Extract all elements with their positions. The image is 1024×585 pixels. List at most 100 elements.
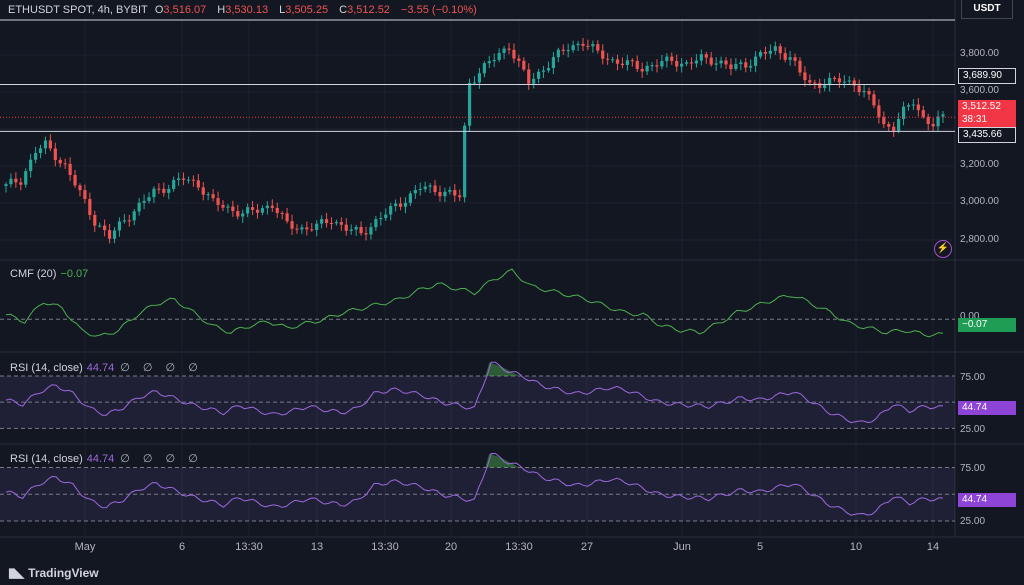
candle-body [487, 61, 491, 64]
candle-body [670, 56, 674, 61]
candle-body [458, 195, 462, 198]
candle-body [645, 65, 649, 72]
candle-body [260, 208, 265, 213]
candle-body [571, 45, 575, 51]
time-tick: 13 [310, 541, 324, 553]
candle-body [181, 178, 186, 180]
symbol-legend: ETHUSDT SPOT, 4h, BYBIT O3,516.07 H3,530… [8, 4, 481, 16]
candle-body [369, 227, 373, 235]
candle-body [246, 207, 250, 214]
cmf-value: −0.07 [60, 268, 89, 280]
candle-body [83, 190, 87, 200]
time-tick: 14 [926, 541, 940, 553]
candle-body [413, 189, 417, 194]
candle-body [103, 225, 107, 231]
candle-body [694, 60, 699, 64]
level-tag-lower[interactable]: 3,435.66 [958, 127, 1016, 143]
candle-body [98, 225, 102, 227]
candle-body [581, 43, 585, 46]
candle-body [177, 178, 181, 180]
candle-body [724, 60, 728, 65]
candle-body [14, 178, 18, 183]
candle-body [107, 230, 112, 239]
currency-button[interactable]: USDT [961, 0, 1013, 19]
candle-body [615, 59, 620, 64]
high-value: 3,530.13 [225, 4, 269, 16]
candle-body [384, 214, 388, 219]
rsi2-legend: RSI (14, close) 44.74 ∅ ∅ ∅ ∅ [10, 452, 203, 465]
candle-body [423, 186, 427, 190]
candle-body [24, 171, 28, 185]
candle-body [591, 44, 595, 47]
candle-body [714, 63, 718, 65]
rsi2-tick: 25.00 [960, 516, 986, 527]
candle-body [837, 78, 842, 83]
candle-body [152, 188, 156, 198]
price-tick: 3,000.00 [960, 196, 999, 207]
candle-body [911, 104, 916, 106]
candle-body [566, 50, 570, 52]
price-tick: 3,600.00 [960, 85, 999, 96]
candle-body [329, 222, 334, 224]
candle-body [167, 188, 171, 193]
candle-body [58, 159, 62, 164]
candle-body [793, 57, 797, 61]
candle-body [428, 185, 432, 187]
candle-body [334, 222, 339, 224]
candle-body [285, 213, 289, 222]
time-tick: 10 [849, 541, 863, 553]
candle-body [901, 106, 906, 119]
candle-body [137, 202, 141, 212]
candle-body [684, 62, 689, 64]
candle-body [823, 85, 827, 88]
candle-body [601, 50, 605, 59]
candle-body [620, 63, 625, 66]
candle-body [443, 191, 447, 197]
candle-body [640, 68, 644, 72]
candle-body [862, 91, 866, 93]
tradingview-logo-icon: ▮◣ [8, 565, 24, 580]
candle-body [877, 105, 881, 118]
candle-body [265, 205, 269, 209]
candle-body [541, 70, 546, 72]
candle-body [818, 83, 822, 88]
candle-body [389, 206, 393, 215]
candle-body [537, 71, 541, 79]
close-value: 3,512.52 [347, 4, 390, 16]
candle-body [43, 140, 48, 149]
candle-body [310, 229, 314, 231]
candle-body [117, 221, 122, 231]
candle-body [196, 180, 200, 188]
candle-body [112, 230, 117, 239]
candle-body [29, 159, 33, 172]
candle-body [897, 118, 901, 131]
candle-body [813, 82, 817, 84]
candle-body [689, 62, 694, 64]
candle-body [739, 62, 743, 65]
rsi1-tick: 25.00 [960, 424, 986, 435]
time-tick: 13:30 [505, 541, 533, 553]
rsi2-tick: 75.00 [960, 463, 986, 474]
last-price-tag: 3,512.52 [958, 100, 1016, 114]
tradingview-brand[interactable]: ▮◣ TradingView [8, 565, 99, 581]
candle-body [132, 211, 136, 221]
candle-body [73, 174, 77, 186]
candle-body [477, 73, 482, 83]
candle-body [773, 46, 777, 51]
candle-body [250, 207, 255, 210]
close-label: C [339, 4, 348, 16]
lightning-icon[interactable]: ⚡ [934, 240, 952, 258]
candle-body [398, 203, 403, 207]
rsi1-empty-icons: ∅ ∅ ∅ ∅ [120, 362, 203, 374]
cmf-title: CMF (20) [10, 268, 57, 280]
candle-body [931, 124, 935, 127]
candle-body [226, 206, 230, 208]
candle-body [704, 54, 708, 58]
candle-body [216, 198, 220, 205]
level-tag-upper[interactable]: 3,689.90 [958, 68, 1016, 84]
high-label: H [217, 4, 226, 16]
symbol-title: ETHUSDT SPOT, 4h, BYBIT [8, 4, 148, 16]
time-tick: 27 [580, 541, 594, 553]
price-tick: 3,200.00 [960, 159, 999, 170]
